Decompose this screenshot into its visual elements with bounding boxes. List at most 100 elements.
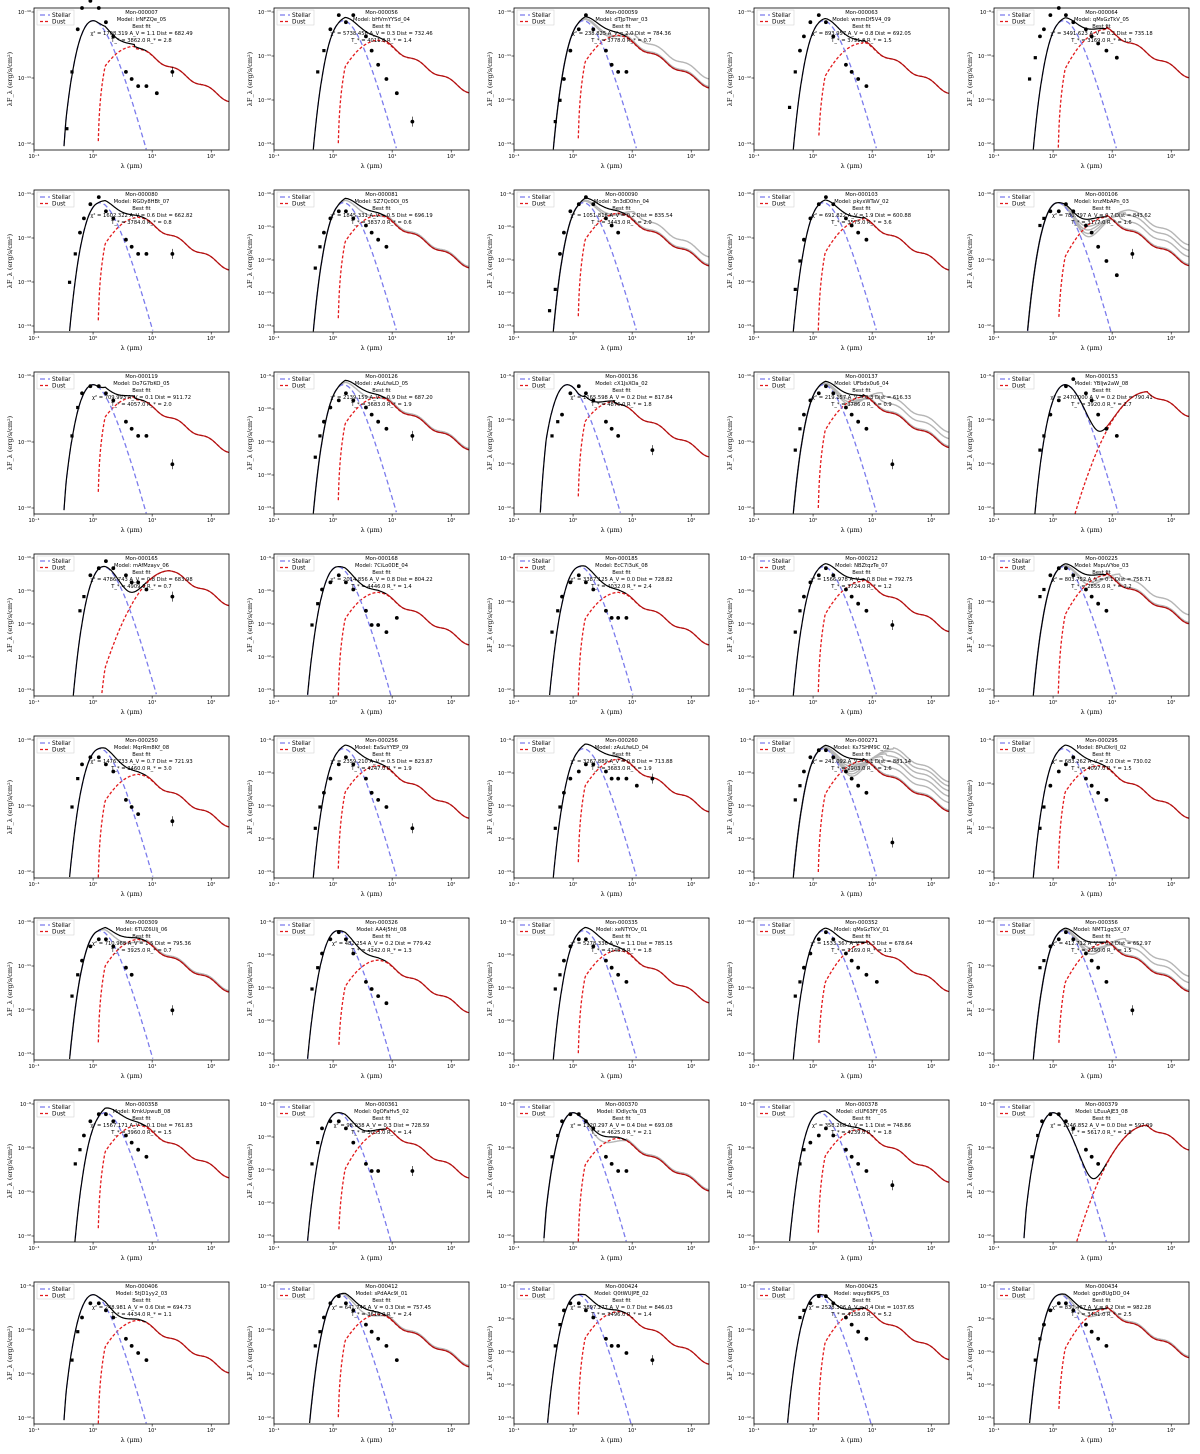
data-point [798, 48, 802, 53]
y-axis-label: λF_λ (erg/s/cm²) [966, 1325, 974, 1380]
dust-component-line [97, 396, 230, 492]
data-point [864, 790, 869, 795]
y-tick-label: 10⁻⁹ [260, 1284, 271, 1290]
data-point [856, 965, 861, 970]
x-tick-label: 10¹ [868, 1246, 876, 1252]
best-fit-long-line [626, 950, 710, 1004]
best-fit-label: Best fit [132, 934, 150, 940]
data-point [1071, 377, 1076, 381]
panel-title: Mon-000379 [1085, 1102, 1118, 1108]
data-point [384, 1001, 389, 1006]
y-tick-label: 10⁻¹³ [978, 1052, 991, 1058]
model-name: Model: YBIjw2aW_08 [1075, 381, 1129, 387]
data-point [1056, 398, 1061, 403]
data-point [70, 434, 74, 438]
y-tick-label: 10⁻¹² [978, 1008, 991, 1014]
data-point [88, 755, 93, 760]
data-point [1042, 1322, 1046, 1327]
data-point [553, 287, 557, 291]
x-tick-label: 10² [447, 1428, 455, 1434]
x-tick-label: 10⁰ [1049, 518, 1057, 524]
stellar-params: T_* = 3169.0 R_* = 1.3 [1070, 38, 1132, 44]
data-point [616, 616, 621, 620]
sed-panel: 10⁻¹ 10⁰ 10¹ 10² 10⁻¹¹ 10⁻¹² 10⁻¹³ λ (μm) λF_λ (… [720, 0, 960, 180]
stellar-params: T_* = 4158.0 R_* = 5.2 [830, 1312, 892, 1318]
y-tick-label: 10⁻¹¹ [738, 10, 751, 16]
y-tick-label: 10⁻¹⁰ [978, 1317, 991, 1323]
panel-title: Mon-000356 [1085, 920, 1118, 926]
data-point [322, 419, 326, 424]
best-fit-long-line [146, 401, 230, 454]
plot-frame [273, 553, 470, 697]
best-fit-long-line [626, 593, 710, 646]
sed-panel: 10⁻¹ 10⁰ 10¹ 10² 10⁻⁹ 10⁻¹⁰ 10⁻¹¹ 10⁻¹² λ (μm) λF… [960, 1092, 1200, 1272]
sed-chart: 10⁻¹ 10⁰ 10¹ 10² 10⁻⁹ 10⁻¹⁰ 10⁻¹¹ 10⁻¹² 10⁻¹³ λ (… [246, 917, 470, 1080]
y-tick-label: 10⁻¹¹ [738, 1372, 751, 1378]
best-fit-label: Best fit [612, 206, 630, 212]
data-point [1096, 1336, 1101, 1341]
x-axis-label: λ (μm) [121, 708, 143, 716]
y-tick-label: 10⁻⁹ [260, 556, 271, 562]
y-tick-label: 10⁻¹² [978, 870, 991, 876]
y-tick-label: 10⁻¹⁰ [738, 374, 751, 380]
data-point [816, 748, 821, 753]
legend-dust-label: Dust [772, 20, 786, 26]
data-point [802, 1308, 806, 1312]
data-point [831, 573, 836, 578]
best-fit-long-line [386, 593, 470, 646]
legend-dust-label: Dust [532, 1112, 546, 1118]
plot-frame [753, 917, 950, 1061]
sed-chart: 10⁻¹ 10⁰ 10¹ 10² 10⁻¹⁰ 10⁻¹¹ 10⁻¹² λ (μm) λF_λ (… [6, 735, 230, 898]
stellar-params: T_* = 3925.0 R_* = 0.7 [110, 948, 172, 954]
sed-panel: 10⁻¹ 10⁰ 10¹ 10² 10⁻⁹ 10⁻¹⁰ 10⁻¹¹ 10⁻¹² λ (μm) λF… [960, 0, 1200, 180]
legend-dust-label: Dust [52, 748, 66, 754]
stellar-params: T_* = 3053.0 R_* = 1.4 [350, 1130, 412, 1136]
data-point [604, 769, 608, 774]
data-point [111, 944, 116, 949]
x-tick-label: 10⁻¹ [28, 700, 39, 706]
y-tick-label: 10⁻¹¹ [258, 1372, 271, 1378]
y-axis-label: λF_λ (erg/s/cm²) [246, 779, 254, 834]
model-name: Model: EaSuYYEP_09 [355, 745, 409, 751]
data-point [313, 266, 317, 270]
data-point [624, 70, 629, 74]
sed-chart: 10⁻¹ 10⁰ 10¹ 10² 10⁻⁹ 10⁻¹⁰ 10⁻¹¹ 10⁻¹² 10⁻¹³ λ (… [246, 553, 470, 716]
data-point [1089, 1329, 1094, 1334]
sed-chart: 10⁻¹ 10⁰ 10¹ 10² 10⁻⁹ 10⁻¹⁰ 10⁻¹¹ 10⁻¹² λ (μm) λF… [726, 1099, 950, 1262]
data-point [553, 120, 557, 124]
y-axis-label: λF_λ (erg/s/cm²) [726, 597, 734, 652]
x-axis-label: λ (μm) [361, 1254, 383, 1262]
data-point [129, 426, 134, 431]
sed-chart: 10⁻¹ 10⁰ 10¹ 10² 10⁻¹⁰ 10⁻¹¹ 10⁻¹² λ (μm) λF_λ (… [966, 189, 1190, 352]
data-point [798, 259, 802, 263]
panel-title: Mon-000212 [845, 556, 878, 562]
model-name: Model: wquyBKPS_03 [834, 1291, 889, 1297]
y-tick-label: 10⁻¹² [978, 324, 991, 330]
y-axis-label: λF_λ (erg/s/cm²) [246, 1143, 254, 1198]
data-point [802, 412, 806, 417]
best-fit-line [549, 565, 627, 696]
best-fit-label: Best fit [372, 1298, 390, 1304]
stellar-params: T_* = 3786.0 R_* = 0.9 [830, 402, 892, 408]
fit-stats: χ² = 1246.852 A_V = 0.0 Dist = 597.09 [1050, 1123, 1152, 1129]
best-fit-label: Best fit [372, 1116, 390, 1122]
x-tick-label: 10⁻¹ [508, 1428, 519, 1434]
x-tick-label: 10⁻¹ [268, 1064, 279, 1070]
x-tick-label: 10² [447, 518, 455, 524]
data-point [351, 216, 356, 221]
data-point [844, 62, 848, 67]
data-point [1042, 434, 1046, 438]
data-point [318, 245, 322, 249]
dust-component-line [1076, 1124, 1190, 1242]
data-point [1096, 601, 1101, 606]
best-fit-long-line [1105, 939, 1190, 993]
x-tick-label: 10¹ [628, 1246, 636, 1252]
plot-frame [993, 553, 1190, 697]
y-axis-label: λF_λ (erg/s/cm²) [246, 961, 254, 1016]
data-point [82, 1133, 86, 1138]
x-tick-label: 10² [687, 1064, 695, 1070]
y-tick-label: 10⁻⁹ [500, 1284, 511, 1290]
data-point [1056, 1112, 1061, 1117]
data-point [808, 1301, 813, 1306]
y-tick-label: 10⁻¹² [18, 870, 31, 876]
